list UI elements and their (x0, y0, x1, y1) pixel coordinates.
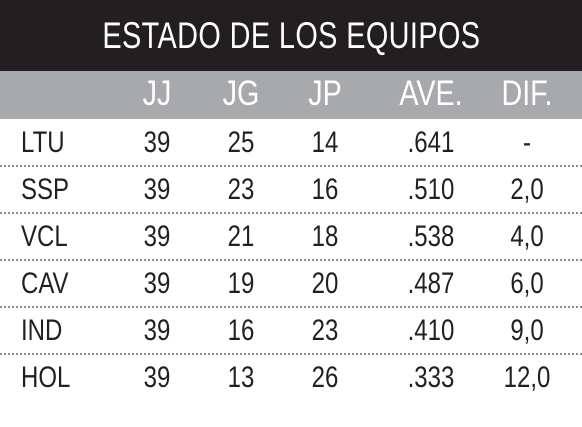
jj-cell: 39 (143, 220, 171, 253)
team-cell: LTU (21, 126, 65, 159)
jp-cell: 14 (311, 126, 339, 159)
header-row: JJ JG JP AVE. DIF. (0, 71, 582, 119)
header-jj: JJ (142, 74, 172, 113)
jp-cell: 26 (311, 361, 339, 394)
header-jg: JG (222, 74, 260, 113)
jg-cell: 19 (227, 267, 255, 300)
ave-cell: .410 (407, 314, 455, 347)
header-dif: DIF. (501, 74, 553, 113)
table-row: CAV 39 19 20 .487 6,0 (0, 260, 582, 307)
jj-cell: 39 (143, 314, 171, 347)
dif-cell: 6,0 (510, 267, 544, 300)
jp-cell: 23 (311, 314, 339, 347)
row-separator (0, 212, 582, 214)
row-separator (0, 165, 582, 167)
dif-cell: 12,0 (503, 361, 551, 394)
row-separator (0, 259, 582, 261)
table-row: LTU 39 25 14 .641 - (0, 119, 582, 166)
table-row: SSP 39 23 16 .510 2,0 (0, 166, 582, 213)
ave-cell: .510 (407, 173, 455, 206)
table-row: HOL 39 13 26 .333 12,0 (0, 354, 582, 401)
row-separator (0, 353, 582, 355)
dif-cell: 2,0 (510, 173, 544, 206)
jg-cell: 23 (227, 173, 255, 206)
jj-cell: 39 (143, 173, 171, 206)
ave-cell: .641 (407, 126, 455, 159)
team-cell: SSP (21, 173, 70, 206)
table-row: VCL 39 21 18 .538 4,0 (0, 213, 582, 260)
team-cell: CAV (21, 267, 69, 300)
ave-cell: .333 (407, 361, 455, 394)
dif-cell: - (523, 126, 531, 159)
jg-cell: 13 (227, 361, 255, 394)
jp-cell: 20 (311, 267, 339, 300)
team-cell: VCL (21, 220, 68, 253)
jj-cell: 39 (143, 126, 171, 159)
team-cell: HOL (21, 361, 71, 394)
table-title: ESTADO DE LOS EQUIPOS (101, 14, 481, 56)
jj-cell: 39 (143, 361, 171, 394)
header-jp: JP (308, 74, 342, 113)
jp-cell: 18 (311, 220, 339, 253)
title-bar: ESTADO DE LOS EQUIPOS (0, 0, 582, 71)
jp-cell: 16 (311, 173, 339, 206)
jg-cell: 16 (227, 314, 255, 347)
dif-cell: 4,0 (510, 220, 544, 253)
team-cell: IND (21, 314, 63, 347)
table-row: IND 39 16 23 .410 9,0 (0, 307, 582, 354)
ave-cell: .487 (407, 267, 455, 300)
header-ave: AVE. (399, 74, 463, 113)
ave-cell: .538 (407, 220, 455, 253)
jg-cell: 21 (227, 220, 255, 253)
row-separator (0, 306, 582, 308)
jg-cell: 25 (227, 126, 255, 159)
jj-cell: 39 (143, 267, 171, 300)
dif-cell: 9,0 (510, 314, 544, 347)
